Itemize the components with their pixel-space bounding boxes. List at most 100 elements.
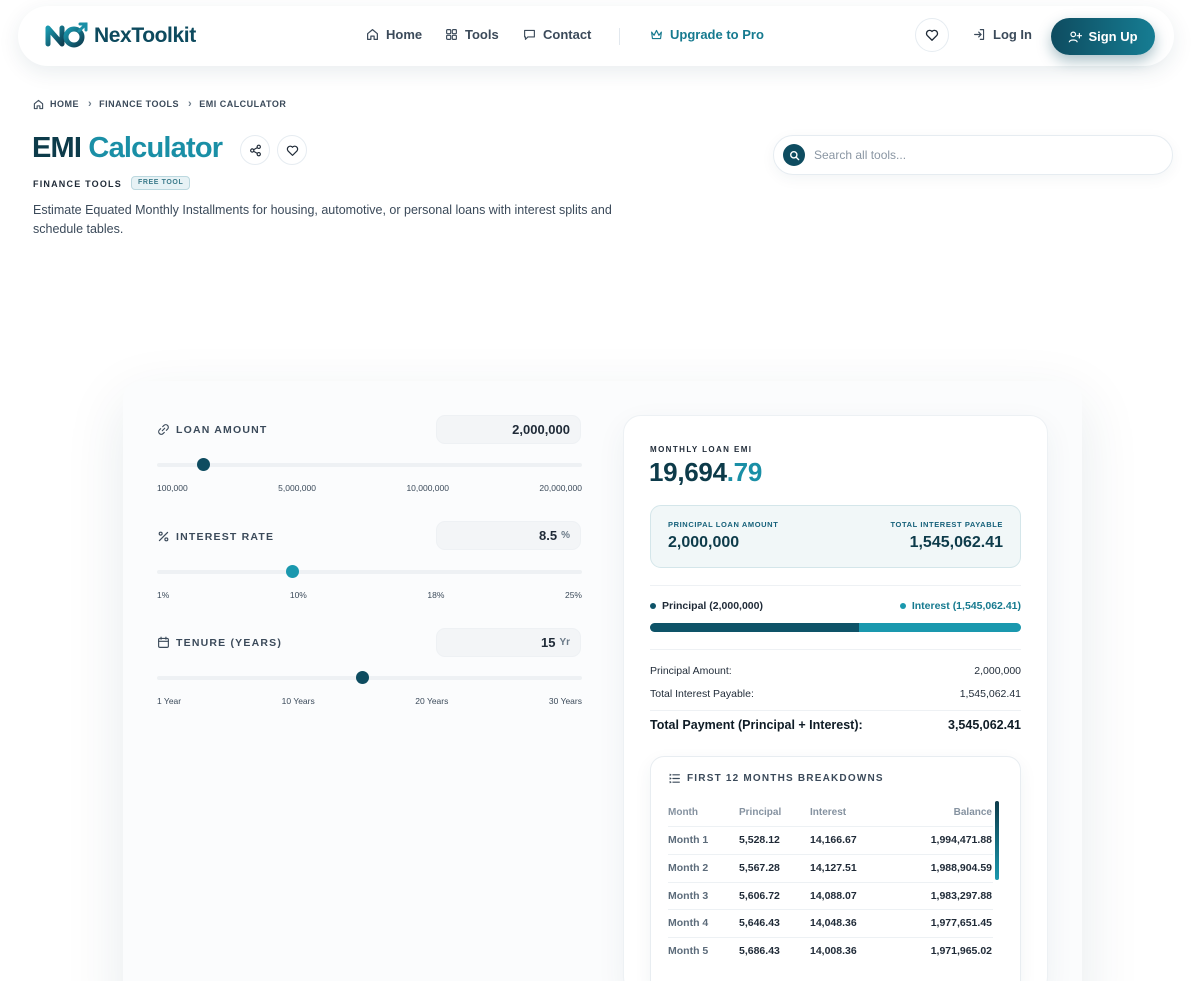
- page-title: EMI Calculator: [32, 132, 223, 164]
- row-divider: [668, 853, 993, 855]
- principal-segment: [650, 623, 860, 632]
- percent-icon: [158, 531, 169, 542]
- month-cell: Month 3: [668, 889, 709, 902]
- tick-label: 30 Years: [548, 696, 582, 706]
- total-interest-value: 1,545,062.41: [909, 534, 1003, 551]
- logo[interactable]: NexToolkit: [44, 20, 196, 52]
- table-scrollbar[interactable]: [995, 801, 999, 880]
- divider: [650, 585, 1021, 586]
- home-icon: [33, 99, 44, 109]
- principal-cell: 5,606.72: [739, 889, 780, 902]
- tenure-input[interactable]: 15 Yr: [436, 628, 581, 657]
- tick-label: 10,000,000: [406, 483, 449, 493]
- free-tool-badge: FREE TOOL: [131, 176, 191, 190]
- tenure-unit: Yr: [559, 637, 570, 648]
- tick-label: 20 Years: [415, 696, 449, 706]
- chevron-right-icon: ›: [188, 98, 193, 110]
- nav-contact-label: Contact: [543, 27, 592, 42]
- tick-label: 100,000: [157, 483, 188, 493]
- nav-home-label: Home: [386, 27, 423, 42]
- top-navbar: NexToolkit Home Tools Contact Upgrade to…: [18, 6, 1174, 66]
- principal-interest-bar: [650, 623, 1021, 632]
- nav-home-link[interactable]: Home: [366, 27, 422, 42]
- category-label[interactable]: FINANCE TOOLS: [33, 179, 122, 189]
- loan-summary-box: PRINCIPAL LOAN AMOUNT 2,000,000 TOTAL IN…: [650, 505, 1021, 568]
- interest-rate-label: INTEREST RATE: [157, 530, 274, 543]
- interest-cell: 14,048.36: [810, 917, 857, 930]
- breakdown-card: [650, 756, 1021, 981]
- favorite-tool-button[interactable]: [277, 135, 307, 165]
- legend-principal: Principal (2,000,000): [650, 600, 763, 612]
- col-header-balance: Balance: [953, 807, 992, 818]
- balance-cell: 1,988,904.59: [930, 861, 992, 874]
- page-description: Estimate Equated Monthly Installments fo…: [33, 203, 612, 236]
- login-link[interactable]: Log In: [973, 27, 1032, 42]
- share-button[interactable]: [240, 135, 270, 165]
- logo-icon: [45, 22, 88, 48]
- interest-cell: 14,127.51: [810, 861, 857, 874]
- interest-rate-slider[interactable]: [157, 565, 582, 578]
- favorites-button[interactable]: [915, 18, 949, 52]
- breadcrumb-current: EMI CALCULATOR: [199, 99, 287, 109]
- interest-dot: [899, 603, 906, 609]
- row-divider: [668, 826, 993, 827]
- home-icon: [367, 29, 378, 40]
- upgrade-pro-link[interactable]: Upgrade to Pro: [650, 27, 764, 42]
- loan-amount-ticks: 100,000 5,000,000 10,000,000 20,000,000: [157, 483, 582, 493]
- interest-rate-input[interactable]: 8.5 %: [436, 521, 581, 550]
- tenure-value: 15: [540, 635, 556, 650]
- interest-cell: 14,008.36: [810, 945, 857, 958]
- nav-divider: [619, 28, 620, 45]
- principal-amount-row: Principal Amount: 2,000,000: [650, 665, 1021, 677]
- loan-amount-input[interactable]: 2,000,000: [436, 415, 581, 444]
- nav-tools-link[interactable]: Tools: [445, 27, 499, 42]
- emi-label: MONTHLY LOAN EMI: [650, 445, 753, 454]
- row-divider: [668, 909, 993, 911]
- loan-amount-label: LOAN AMOUNT: [157, 423, 268, 436]
- balance-cell: 1,983,297.88: [930, 889, 992, 902]
- calendar-icon: [158, 636, 169, 648]
- tick-label: 20,000,000: [539, 483, 582, 493]
- loan-amount-slider[interactable]: [157, 458, 582, 471]
- divider: [650, 710, 1021, 711]
- emi-value: 19,694.79: [649, 457, 762, 487]
- interest-rate-slider-thumb[interactable]: [286, 565, 300, 578]
- principal-amount-label: PRINCIPAL LOAN AMOUNT: [668, 520, 779, 529]
- tick-label: 5,000,000: [278, 483, 316, 493]
- tick-label: 10%: [289, 590, 307, 600]
- upgrade-pro-label: Upgrade to Pro: [670, 27, 764, 42]
- tenure-slider-thumb[interactable]: [356, 671, 370, 684]
- breakdown-title: FIRST 12 MONTHS BREAKDOWNS: [668, 772, 884, 785]
- total-interest-label: TOTAL INTEREST PAYABLE: [890, 520, 1003, 529]
- total-interest-row: Total Interest Payable: 1,545,062.41: [650, 688, 1021, 700]
- interest-segment: [859, 623, 1021, 632]
- interest-rate-unit: %: [561, 530, 570, 541]
- signup-button[interactable]: Sign Up: [1051, 18, 1155, 55]
- tenure-slider[interactable]: [157, 671, 582, 684]
- breadcrumb-finance-tools[interactable]: FINANCE TOOLS: [99, 99, 180, 109]
- tenure-label: TENURE (YEARS): [157, 636, 282, 649]
- nav-contact-link[interactable]: Contact: [523, 27, 591, 42]
- col-header-principal: Principal: [739, 807, 782, 818]
- col-header-month: Month: [668, 807, 698, 818]
- breadcrumb-home[interactable]: HOME: [50, 99, 79, 109]
- month-cell: Month 5: [668, 945, 709, 958]
- interest-cell: 14,088.07: [810, 889, 857, 902]
- balance-cell: 1,994,471.88: [930, 834, 992, 846]
- interest-cell: 14,166.67: [810, 834, 857, 846]
- chevron-right-icon: ›: [88, 98, 93, 110]
- search-bar[interactable]: [773, 135, 1173, 175]
- user-plus-icon: [1069, 30, 1083, 42]
- tick-label: 18%: [427, 590, 445, 600]
- principal-dot: [650, 603, 656, 609]
- grid-icon: [446, 29, 457, 40]
- loan-amount-slider-thumb[interactable]: [196, 458, 210, 471]
- row-divider: [668, 881, 993, 883]
- month-cell: Month 4: [668, 917, 709, 930]
- month-cell: Month 2: [668, 861, 709, 874]
- balance-cell: 1,977,651.45: [930, 917, 992, 930]
- divider: [650, 649, 1021, 650]
- heart-icon: [286, 145, 298, 156]
- tick-label: 1 Year: [157, 696, 182, 706]
- search-input[interactable]: [814, 148, 1154, 162]
